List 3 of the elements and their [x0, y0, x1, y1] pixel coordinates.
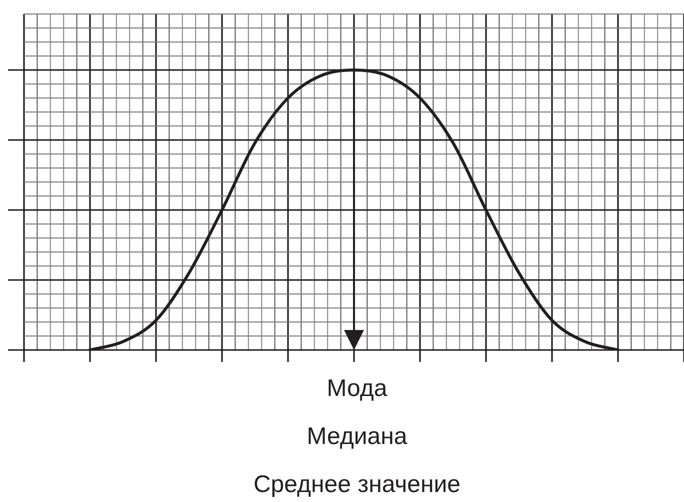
- text: Медиана: [306, 422, 408, 452]
- text: Мода: [326, 374, 388, 404]
- text: Среднее значение: [252, 470, 462, 500]
